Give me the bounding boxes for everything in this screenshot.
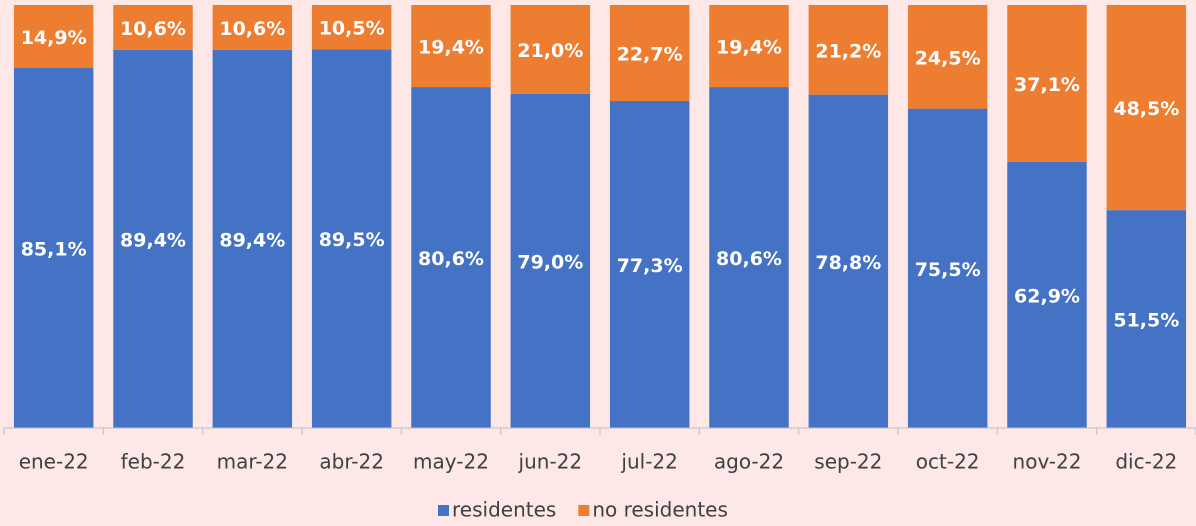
data-label: 10,5%	[319, 18, 385, 40]
bar-segment	[311, 49, 392, 428]
bar-segment	[709, 5, 789, 88]
bar-segment	[510, 5, 591, 94]
data-label: 77,3%	[617, 255, 683, 277]
data-label: 89,4%	[120, 229, 186, 251]
data-label: 51,5%	[1113, 310, 1179, 332]
data-label: 89,5%	[319, 229, 385, 251]
x-tick-label: feb-22	[121, 450, 186, 474]
data-label: 19,4%	[716, 37, 782, 59]
x-tick-label: jul-22	[620, 450, 677, 474]
bar-segment	[212, 49, 293, 428]
legend-swatch	[578, 505, 590, 516]
data-label: 79,0%	[517, 251, 583, 273]
data-label: 21,2%	[815, 40, 881, 62]
bar-segment	[113, 49, 193, 428]
bar-segment	[212, 5, 293, 50]
data-label: 37,1%	[1014, 74, 1080, 96]
bar-segment	[311, 5, 392, 50]
bar-segment	[808, 5, 889, 95]
bar-segment	[907, 108, 988, 428]
bar-segment	[1106, 5, 1187, 211]
x-tick-label: nov-22	[1013, 450, 1082, 474]
bar-segment	[1106, 210, 1187, 428]
x-tick-label: sep-22	[814, 450, 882, 474]
bar-segment	[907, 5, 988, 109]
bar-segment	[609, 5, 690, 102]
bar-segment	[1007, 161, 1087, 429]
data-label: 75,5%	[915, 259, 981, 281]
data-label: 21,0%	[517, 40, 583, 62]
x-tick-label: abr-22	[319, 450, 384, 474]
data-label: 80,6%	[716, 248, 782, 270]
x-tick-label: ene-22	[19, 450, 89, 474]
data-label: 24,5%	[915, 47, 981, 69]
legend-swatch	[438, 505, 449, 516]
data-label: 85,1%	[21, 239, 87, 261]
bar-segment	[609, 101, 690, 429]
bar-segment	[13, 5, 94, 69]
x-tick-label: ago-22	[714, 450, 784, 474]
bar-segment	[1007, 5, 1087, 162]
data-label: 10,6%	[120, 18, 186, 40]
data-label: 78,8%	[815, 252, 881, 274]
x-tick-label: dic-22	[1115, 450, 1177, 474]
legend-label: residentes	[452, 498, 556, 522]
bar-segment	[510, 93, 591, 428]
data-label: 89,4%	[219, 229, 285, 251]
bar-segment	[808, 94, 889, 429]
bar-segment	[411, 5, 491, 88]
legend-label: no residentes	[592, 498, 728, 522]
data-label: 48,5%	[1113, 98, 1179, 120]
x-tick-label: may-22	[413, 450, 489, 474]
data-label: 10,6%	[219, 18, 285, 40]
data-label: 14,9%	[21, 27, 87, 49]
bar-segment	[709, 87, 789, 428]
data-label: 62,9%	[1014, 285, 1080, 307]
data-label: 19,4%	[418, 37, 484, 59]
data-label: 80,6%	[418, 248, 484, 270]
bar-segment	[13, 68, 94, 428]
data-label: 22,7%	[617, 44, 683, 66]
x-tick-label: mar-22	[217, 450, 288, 474]
bar-segment	[113, 5, 193, 50]
bar-segment	[411, 87, 491, 428]
x-tick-label: jun-22	[518, 450, 583, 474]
x-tick-label: oct-22	[916, 450, 980, 474]
